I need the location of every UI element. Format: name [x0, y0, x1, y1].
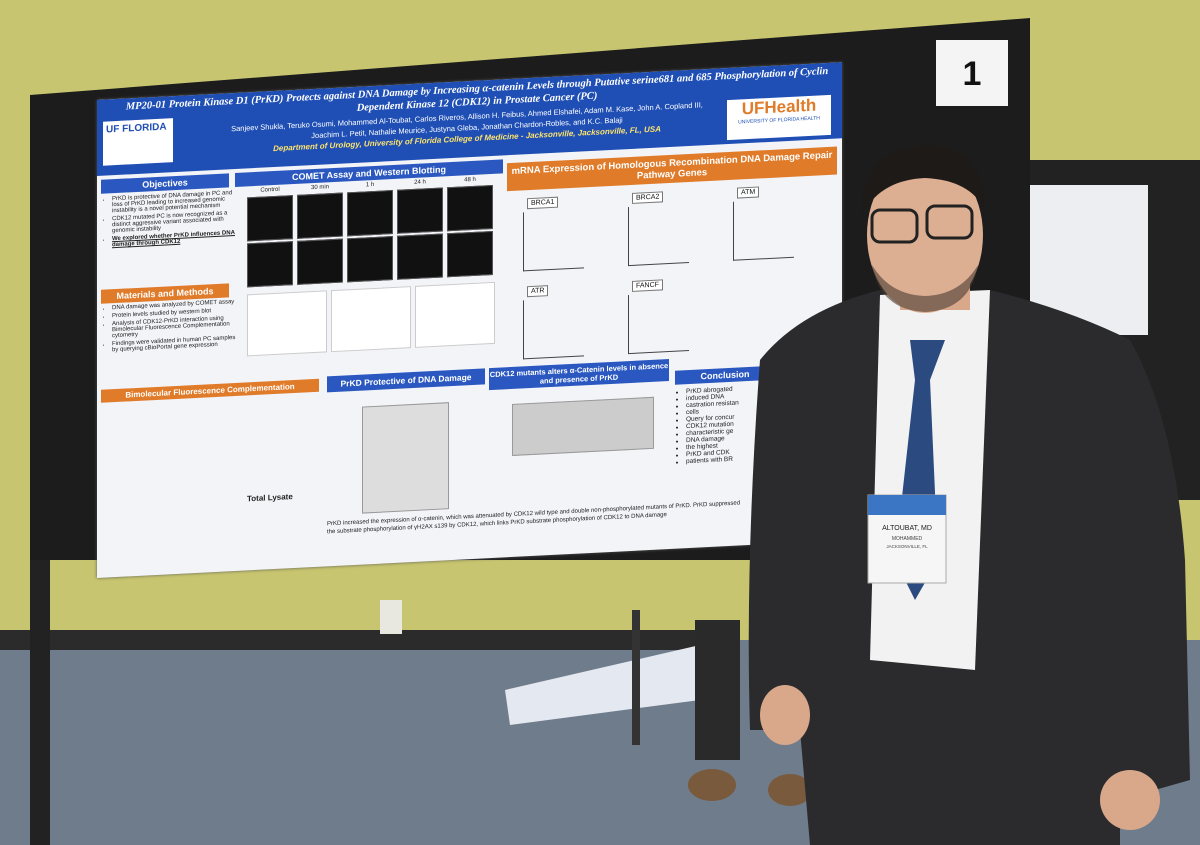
hair: [861, 145, 985, 215]
outlet: [380, 600, 402, 634]
rolled-poster: [505, 645, 700, 725]
hand: [760, 685, 810, 745]
board-number: 1: [963, 55, 982, 93]
glasses: [870, 208, 919, 244]
badge-name: ALTOUBAT, MD: [882, 525, 932, 532]
face: [867, 157, 983, 313]
glasses: [925, 204, 974, 240]
beard: [872, 265, 978, 312]
badge-first: MOHAMMED: [892, 536, 923, 542]
hand: [1100, 770, 1160, 830]
baseboard: [0, 630, 700, 650]
board-leg: [30, 560, 50, 845]
shoe: [768, 774, 812, 806]
badge-city: JACKSONVILLE, FL: [886, 544, 928, 549]
number-card: [936, 40, 1008, 106]
badge-top: [868, 495, 946, 515]
legs-behind: [695, 620, 740, 760]
shoe: [688, 769, 736, 801]
stand-pole: [632, 610, 640, 745]
